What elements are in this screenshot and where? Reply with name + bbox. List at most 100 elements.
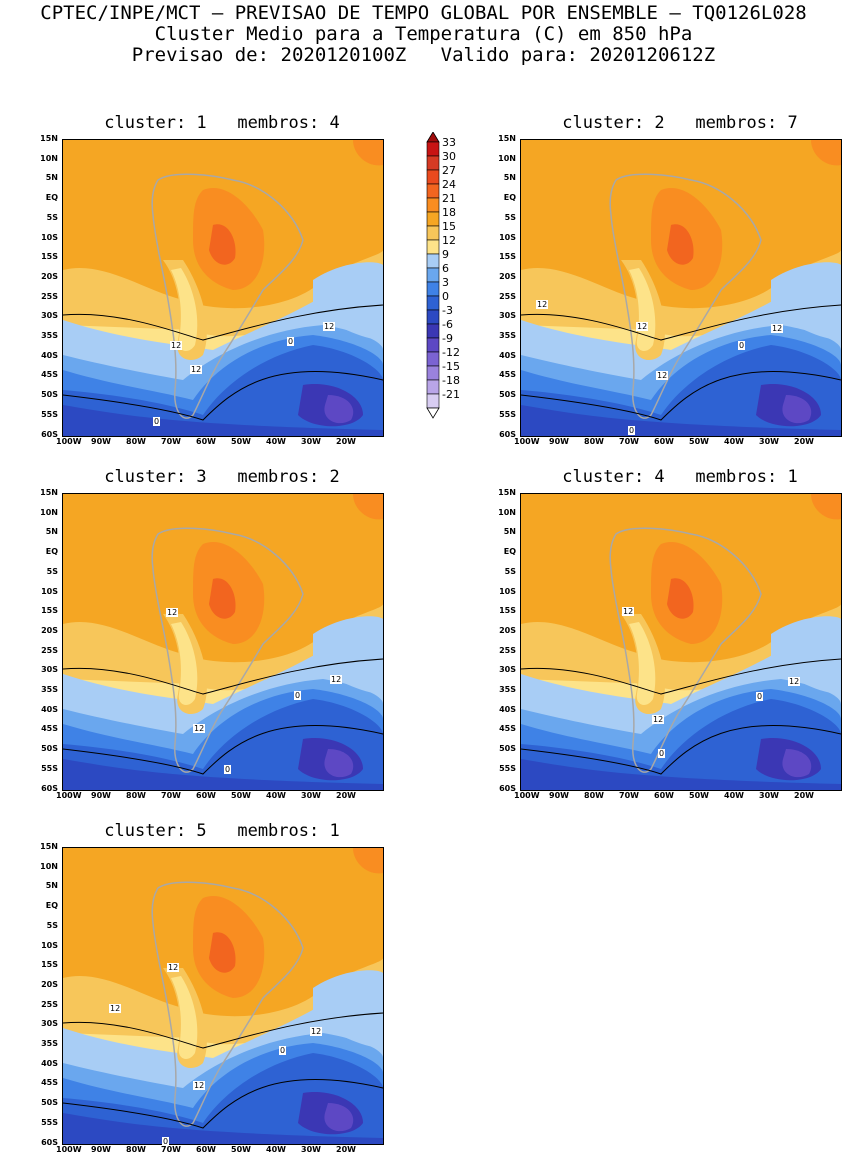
lat-label: 55S (41, 763, 58, 773)
contour-12 (63, 304, 383, 341)
lon-label: 50W (231, 437, 251, 446)
lat-label: 50S (499, 390, 516, 400)
lon-label: 50W (231, 791, 251, 800)
lat-label: 5N (503, 173, 516, 183)
contour-label: 0 (294, 691, 302, 700)
lon-label: 60W (654, 437, 674, 446)
temp-band-12 (171, 976, 198, 1060)
temp-band-12 (629, 268, 656, 352)
legend-swatch (426, 239, 440, 255)
contour-label: 12 (323, 322, 336, 331)
lon-label: 70W (161, 1145, 181, 1154)
contour-0 (521, 371, 841, 421)
lon-label: 40W (266, 437, 286, 446)
lon-label: 100W (56, 437, 82, 446)
legend-bottom-arrow (426, 407, 440, 419)
lat-label: 40S (499, 704, 516, 714)
legend-swatch (426, 281, 440, 297)
contour-label: 12 (788, 677, 801, 686)
temp-band-9 (313, 262, 383, 340)
temp-band-21 (811, 494, 841, 520)
lat-label: 35S (41, 685, 58, 694)
lat-label: 10N (498, 153, 516, 163)
lat-label: 15N (40, 842, 58, 851)
lat-label: 5S (46, 212, 58, 222)
contour-0 (63, 1079, 383, 1129)
lon-label: 20W (794, 791, 814, 800)
lat-label: 50S (41, 1098, 58, 1108)
coastline (151, 527, 304, 773)
lon-label: 40W (266, 1145, 286, 1154)
temp-band--9 (324, 395, 354, 424)
legend-value: 9 (442, 248, 449, 261)
temp-band-9 (313, 970, 383, 1048)
temp-band--9 (324, 1103, 354, 1132)
lat-label: 55S (41, 1117, 58, 1127)
legend-top-arrow (426, 132, 440, 143)
coastline (609, 527, 762, 773)
contour-label: 12 (167, 963, 180, 972)
legend-swatch (426, 267, 440, 283)
legend-swatch (426, 351, 440, 367)
lon-label: 80W (126, 791, 146, 800)
lon-label: 50W (231, 1145, 251, 1154)
legend-value: 15 (442, 220, 456, 233)
lat-label: 30S (499, 665, 516, 675)
lat-label: 45S (41, 1078, 58, 1088)
contour-label: 12 (193, 724, 206, 733)
lon-label: 80W (126, 1145, 146, 1154)
lon-label: 40W (724, 791, 744, 800)
lat-label: 10N (40, 507, 58, 517)
temp-band--9 (782, 749, 812, 778)
contour-label: 12 (330, 675, 343, 684)
temp-band--9 (324, 749, 354, 778)
lat-label: EQ (45, 901, 58, 911)
lat-label: 10S (499, 586, 516, 596)
forecast-map-3 (62, 493, 384, 791)
lon-label: 70W (161, 791, 181, 800)
legend-value: 12 (442, 234, 456, 247)
temp-band-24 (209, 932, 236, 973)
contour-label: 12 (166, 608, 179, 617)
contour-label: 0 (153, 417, 161, 426)
lat-label: 45S (499, 724, 516, 734)
lat-label: 30S (41, 1019, 58, 1029)
figure-title-line1: CPTEC/INPE/MCT – PREVISAO DE TEMPO GLOBA… (40, 2, 807, 24)
lat-label: 30S (41, 665, 58, 675)
legend-swatch (426, 141, 440, 157)
legend-value: -9 (442, 332, 453, 345)
lat-label: 55S (499, 763, 516, 773)
legend-swatch (426, 169, 440, 185)
lat-label: 40S (41, 1058, 58, 1068)
lon-label: 20W (336, 791, 356, 800)
temp-band--3 (63, 405, 383, 436)
contour-label: 12 (193, 1081, 206, 1090)
lat-label: 35S (41, 1039, 58, 1048)
temp-band-9 (771, 262, 841, 340)
lat-label: 15S (499, 252, 516, 262)
legend-swatch (426, 155, 440, 171)
lat-label: 10S (41, 232, 58, 242)
lat-label: 45S (41, 724, 58, 734)
lat-label: 35S (499, 685, 516, 694)
lat-label: 25S (499, 645, 516, 655)
temp-band-9 (313, 616, 383, 694)
lat-label: EQ (45, 193, 58, 203)
temp-band-12 (171, 268, 198, 352)
panel-title-2: cluster: 2 membros: 7 (562, 113, 798, 133)
lat-label: EQ (45, 547, 58, 557)
lat-label: 55S (41, 409, 58, 419)
lon-label: 80W (584, 791, 604, 800)
temp-band-12 (171, 622, 198, 706)
legend-swatch (426, 211, 440, 227)
contour-label: 12 (652, 715, 665, 724)
legend-swatch (426, 365, 440, 381)
lat-label: 45S (499, 370, 516, 380)
contour-label: 12 (656, 371, 669, 380)
lat-label: 30S (499, 311, 516, 321)
lat-label: 60S (499, 429, 516, 439)
legend-swatch (426, 197, 440, 213)
lat-label: 20S (41, 979, 58, 989)
lat-label: 10S (41, 586, 58, 596)
lon-label: 100W (56, 1145, 82, 1154)
